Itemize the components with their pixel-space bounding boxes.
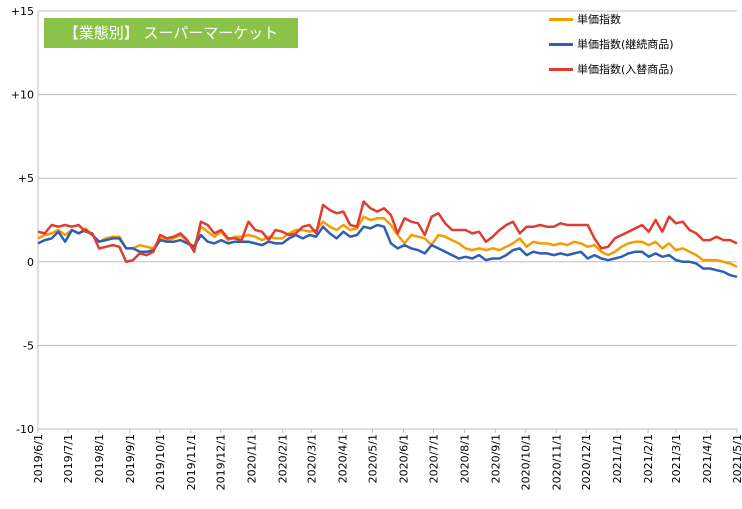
series-line (37, 200, 738, 264)
y-tick-label: +10 (11, 89, 34, 102)
gridlines (37, 10, 737, 430)
x-tick-label: 2021/5/1 (731, 434, 742, 483)
x-tick-label: 2019/11/1 (185, 434, 198, 490)
legend-label: 単価指数(継続商品) (577, 38, 674, 51)
y-tick-label: -10 (16, 423, 34, 436)
x-tick-label: 2020/11/1 (550, 434, 563, 490)
y-tick-label: 0 (27, 256, 34, 269)
x-tick-label: 2020/2/1 (277, 434, 290, 483)
x-tick-label: 2021/1/1 (611, 434, 624, 483)
x-axis-tick-labels: 2019/6/1 2019/7/1 2019/8/1 2019/9/1 2019/10/… (32, 429, 742, 490)
chart-title: 【業態別】 スーパーマーケット (44, 18, 298, 48)
y-tick-label: +15 (11, 5, 34, 18)
x-tick-label: 2021/2/1 (642, 434, 655, 483)
x-tick-label: 2020/4/1 (337, 434, 350, 483)
x-tick-label: 2019/10/1 (154, 434, 167, 490)
x-tick-label: 2020/3/1 (306, 434, 319, 483)
y-axis-tick-labels: +15 +10 +5 0 -5 -10 (11, 5, 34, 436)
series-line (37, 223, 738, 279)
x-tick-label: 2020/8/1 (458, 434, 471, 483)
x-tick-label: 2019/9/1 (124, 434, 137, 483)
legend-swatch (549, 18, 573, 21)
x-tick-label: 2019/6/1 (32, 434, 45, 483)
x-tick-label: 2019/8/1 (93, 434, 106, 483)
x-tick-label: 2021/4/1 (701, 434, 714, 483)
x-tick-label: 2020/9/1 (489, 434, 502, 483)
x-tick-label: 2020/5/1 (367, 434, 380, 483)
legend-label: 単価指数 (577, 13, 621, 26)
x-tick-label: 2020/12/1 (580, 434, 593, 490)
legend-swatch (549, 68, 573, 71)
series-line (37, 215, 738, 268)
legend-label: 単価指数(入替商品) (577, 63, 674, 76)
legend-swatch (549, 43, 573, 46)
x-tick-label: 2020/1/1 (246, 434, 259, 483)
x-tick-label: 2021/3/1 (670, 434, 683, 483)
y-tick-label: -5 (23, 339, 34, 352)
x-tick-label: 2019/12/1 (215, 434, 228, 490)
series-lines (37, 200, 738, 279)
x-tick-label: 2020/7/1 (427, 434, 440, 483)
x-tick-label: 2020/6/1 (397, 434, 410, 483)
y-tick-label: +5 (18, 172, 34, 185)
x-tick-label: 2020/10/1 (519, 434, 532, 490)
x-tick-label: 2019/7/1 (62, 434, 75, 483)
